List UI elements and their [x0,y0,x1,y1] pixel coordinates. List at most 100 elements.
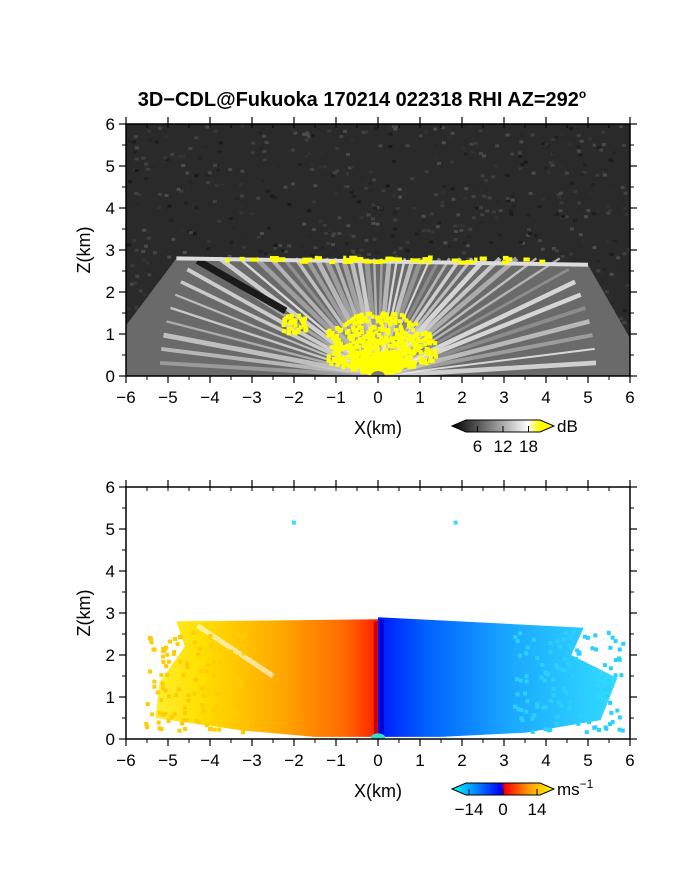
velocity-pixel [166,718,171,723]
noise-speckle [298,221,303,225]
strong-echo-pixel [407,334,412,339]
noise-speckle [367,253,372,257]
noise-speckle [315,251,320,255]
noise-speckle [453,237,458,241]
strong-echo-pixel [377,341,382,346]
strong-echo-pixel [331,335,336,340]
strong-echo-pixel [382,358,387,363]
noise-speckle [158,192,163,196]
strong-echo-pixel [359,357,364,362]
noise-speckle [172,214,177,218]
noise-speckle [146,129,151,133]
strong-echo-pixel [359,319,364,324]
velocity-pixel [558,644,563,649]
strong-echo-pixel [341,362,346,367]
strong-echo-pixel [349,255,358,260]
noise-speckle [214,184,219,188]
noise-speckle [220,182,225,186]
noise-speckle [518,167,523,171]
strong-echo-pixel [380,340,385,345]
noise-speckle [531,171,536,175]
strong-echo-pixel [314,255,318,260]
echo-beam [159,360,379,376]
velocity-pixel [555,714,560,719]
velocity-pixel [191,630,196,635]
strong-echo-pixel [362,335,367,340]
noise-speckle [588,192,593,196]
noise-speckle [591,212,596,216]
strong-echo-pixel [351,328,356,333]
velocity-pixel [200,686,205,691]
noise-speckle [579,139,584,143]
velocity-pixel [607,685,612,690]
noise-speckle [234,196,239,200]
y-tick-label: 2 [106,283,115,302]
velocity-pixel [559,703,564,708]
noise-speckle [277,147,282,151]
velocity-pixel [164,672,169,677]
strong-echo-pixel [380,357,385,362]
velocity-pixel [209,643,214,648]
noise-speckle [578,153,583,157]
noise-speckle [134,191,139,195]
velocity-pixel [574,656,579,661]
noise-speckle [287,244,292,248]
strong-echo-pixel [249,257,259,262]
noise-speckle [177,154,182,158]
strong-echo-pixel [373,351,378,356]
colorbar-tick-label: −14 [455,800,484,819]
x-tick-label: 3 [499,751,508,770]
noise-speckle [392,210,397,214]
noise-speckle [572,219,577,223]
strong-echo-pixel [326,354,331,359]
noise-speckle [257,152,262,156]
velocity-pixel [166,659,171,664]
noise-speckle [138,289,143,293]
velocity-pixel [613,639,618,644]
noise-speckle [179,189,184,193]
noise-speckle [167,255,172,259]
strong-echo-pixel [389,355,394,360]
velocity-pixel [192,640,197,645]
strong-echo-pixel [405,363,410,368]
strong-echo-pixel [302,257,313,262]
strong-echo-pixel [334,344,339,349]
strong-echo-pixel [357,336,362,341]
noise-speckle [358,219,363,223]
noise-speckle [595,173,600,177]
noise-speckle [185,171,190,175]
velocity-pixel [159,673,164,678]
strong-echo-pixel [403,341,408,346]
x-tick-label: −4 [200,388,219,407]
noise-speckle [287,202,292,206]
noise-speckle [127,243,132,247]
noise-speckle [447,128,452,132]
noise-speckle [422,219,427,223]
strong-echo-pixel [225,258,231,263]
velocity-zero-line-positive [373,621,378,739]
velocity-pixel [535,656,540,661]
noise-speckle [517,155,522,159]
noise-speckle [144,176,149,180]
velocity-pixel [145,702,150,707]
noise-speckle [258,249,263,253]
noise-speckle [555,249,560,253]
strong-echo-pixel [387,343,392,348]
strong-echo-pixel [369,334,374,339]
strong-echo-pixel [326,358,331,363]
velocity-pixel [160,712,165,717]
strong-echo-pixel [335,350,340,355]
noise-speckle [171,237,176,241]
strong-echo-pixel [356,339,361,344]
noise-speckle [273,196,278,200]
noise-speckle [471,216,476,220]
strong-echo-pixel [427,331,432,336]
strong-echo-pixel [397,358,402,363]
strong-echo-pixel [382,355,387,360]
noise-speckle [582,171,587,175]
velocity-pixel [578,690,583,695]
noise-speckle [182,250,187,254]
noise-speckle [206,247,211,251]
colorbar-tick-label: 12 [494,437,513,456]
